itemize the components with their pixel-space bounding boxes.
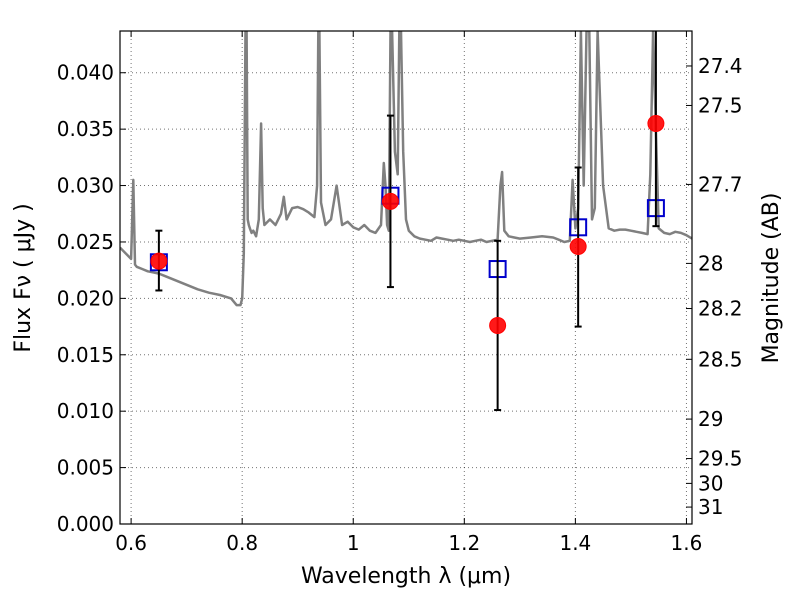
y-tick-label: 0.000 <box>57 512 114 536</box>
right-tick-label: 31 <box>698 495 723 519</box>
y-tick-label: 0.005 <box>57 456 114 480</box>
right-tick-label: 28 <box>698 251 723 275</box>
right-tick-label: 27.7 <box>698 172 743 196</box>
x-tick-label: 1.2 <box>448 531 480 555</box>
y-tick-label: 0.030 <box>57 174 114 198</box>
y-tick-label: 0.020 <box>57 286 114 310</box>
observed-point <box>569 237 587 255</box>
observed-point <box>647 115 665 133</box>
observed-point <box>150 252 168 270</box>
x-tick-label: 1.4 <box>559 531 591 555</box>
right-axis-label: Magnitude (AB) <box>759 193 784 364</box>
x-axis-label: Wavelength λ (μm) <box>301 564 511 589</box>
y-tick-label: 0.035 <box>57 117 114 141</box>
x-tick-label: 1.6 <box>671 531 703 555</box>
right-tick-label: 28.2 <box>698 297 743 321</box>
x-axis-ticks: 0.6 0.8 1 1.2 1.4 1.6 <box>115 31 702 555</box>
observed-point <box>381 192 399 210</box>
plot-frame <box>119 30 693 525</box>
right-tick-label: 30 <box>698 471 723 495</box>
y-tick-label: 0.010 <box>57 399 114 423</box>
observed-photometry-series <box>150 115 665 334</box>
model-spectrum <box>120 31 692 307</box>
model-spectrum-line <box>120 31 692 307</box>
x-tick-label: 0.8 <box>226 531 258 555</box>
y-axis-label: Flux Fν ( μJy ) <box>11 203 36 352</box>
right-tick-label: 28.5 <box>698 347 743 371</box>
observed-point <box>489 316 507 334</box>
y-tick-label: 0.040 <box>57 61 114 85</box>
y-axis-ticks: 0.000 0.005 0.010 0.015 0.020 0.025 0.030 0.035… <box>57 61 126 536</box>
right-tick-label: 27.5 <box>698 93 743 117</box>
right-tick-label: 27.4 <box>698 54 743 78</box>
x-tick-label: 0.6 <box>115 531 147 555</box>
y-tick-label: 0.015 <box>57 343 114 367</box>
x-tick-label: 1 <box>347 531 360 555</box>
y-tick-label: 0.025 <box>57 230 114 254</box>
right-tick-label: 29.5 <box>698 447 743 471</box>
right-tick-label: 29 <box>698 407 723 431</box>
